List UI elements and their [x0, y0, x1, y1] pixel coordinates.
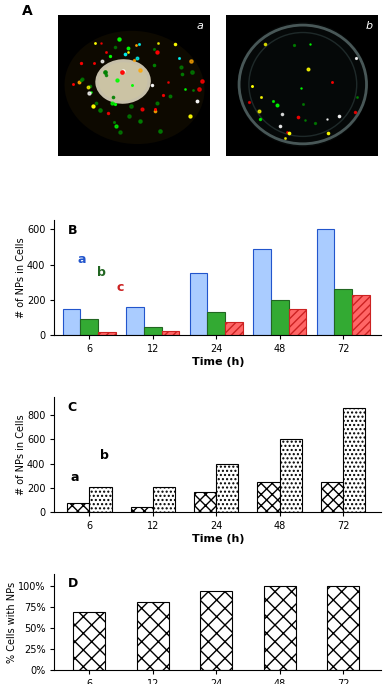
Bar [153, 487, 175, 512]
Bar [280, 440, 302, 512]
Text: b: b [366, 21, 373, 31]
Bar [271, 300, 289, 335]
Bar [289, 309, 307, 335]
Text: b: b [100, 449, 109, 462]
Bar [327, 586, 359, 670]
Text: a: a [77, 252, 86, 265]
Bar [264, 586, 296, 670]
Bar [317, 229, 334, 335]
Bar [343, 408, 365, 512]
Bar [98, 332, 116, 335]
Bar [74, 612, 105, 670]
X-axis label: Time (h): Time (h) [192, 357, 244, 367]
Bar [258, 482, 280, 512]
Bar [81, 319, 98, 335]
Text: a: a [71, 471, 79, 484]
Bar [216, 464, 238, 512]
Bar [137, 603, 169, 670]
Bar [189, 274, 207, 335]
Text: C: C [68, 401, 77, 414]
Y-axis label: % Cells with NPs: % Cells with NPs [7, 581, 17, 663]
Bar [144, 326, 162, 335]
Ellipse shape [95, 60, 151, 104]
Bar [352, 295, 370, 335]
Y-axis label: # of NPs in Cells: # of NPs in Cells [16, 415, 26, 495]
Bar [126, 307, 144, 335]
Text: b: b [97, 266, 106, 279]
Bar [162, 331, 179, 335]
Bar [334, 289, 352, 335]
Bar [58, 15, 210, 156]
Text: a: a [196, 21, 203, 31]
Bar [253, 249, 271, 335]
Bar [67, 503, 89, 512]
Bar [131, 508, 153, 512]
X-axis label: Time (h): Time (h) [192, 534, 244, 544]
Bar [63, 309, 81, 335]
Bar [194, 492, 216, 512]
Text: D: D [68, 577, 78, 590]
Ellipse shape [98, 62, 147, 101]
Ellipse shape [237, 22, 368, 147]
Bar [200, 592, 232, 670]
Text: c: c [117, 281, 124, 294]
Ellipse shape [65, 31, 205, 144]
Text: A: A [22, 4, 33, 18]
Bar [225, 322, 243, 335]
Bar [226, 15, 378, 156]
Bar [89, 487, 112, 512]
Bar [321, 482, 343, 512]
Text: B: B [68, 224, 77, 237]
Y-axis label: # of NPs in Cells: # of NPs in Cells [16, 237, 26, 318]
Bar [207, 313, 225, 335]
